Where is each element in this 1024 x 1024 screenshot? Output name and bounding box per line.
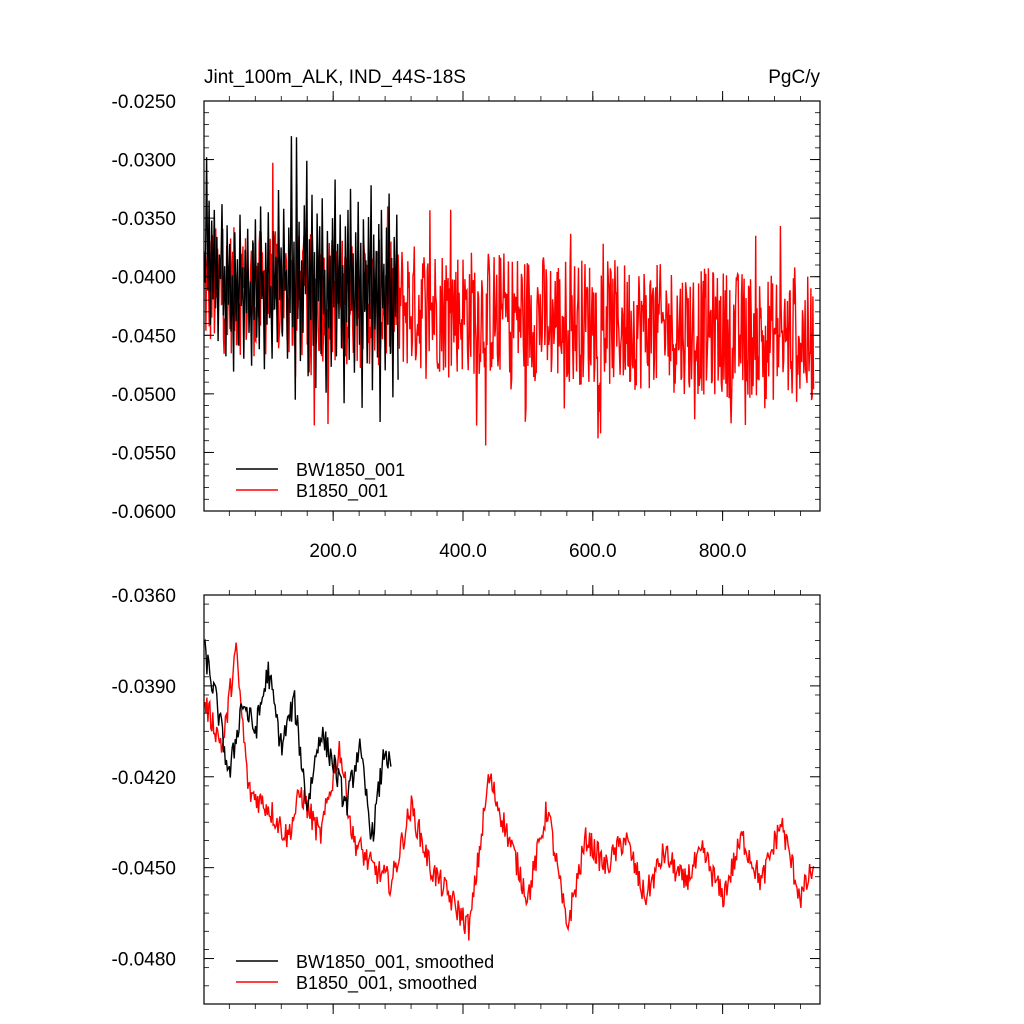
top-y-axis: -0.0250 -0.0300 -0.0350 -0.0400 -0.0450 -0.05… bbox=[112, 92, 820, 523]
y-tick-label: -0.0420 bbox=[112, 768, 176, 789]
y-tick-label: -0.0360 bbox=[112, 586, 176, 607]
legend-label-b1850-smoothed: B1850_001, smoothed bbox=[296, 973, 477, 994]
x-tick-label: 600.0 bbox=[569, 541, 617, 562]
x-tick-label: 400.0 bbox=[439, 541, 487, 562]
bottom-y-axis: -0.0360 -0.0390 -0.0420 -0.0450 -0.0480 bbox=[112, 586, 820, 1005]
series-line-bw1850-001-smoothed bbox=[204, 638, 392, 842]
y-tick-label: -0.0550 bbox=[112, 443, 176, 464]
y-tick-label: -0.0350 bbox=[112, 209, 176, 230]
y-tick-label: -0.0400 bbox=[112, 268, 176, 289]
x-tick-label: 800.0 bbox=[699, 541, 747, 562]
legend-label-b1850: B1850_001 bbox=[296, 481, 388, 502]
bottom-x-axis bbox=[228, 585, 801, 1014]
top-chart-units: PgC/y bbox=[768, 67, 820, 88]
legend-label-bw1850-smoothed: BW1850_001, smoothed bbox=[296, 952, 494, 973]
top-panel: Jint_100m_ALK, IND_44S-18S PgC/y -0.0250… bbox=[112, 67, 821, 562]
x-tick-label: 200.0 bbox=[309, 541, 357, 562]
y-tick-label: -0.0600 bbox=[112, 502, 176, 523]
top-series-layer bbox=[204, 136, 815, 446]
top-plot-frame bbox=[203, 100, 821, 512]
y-tick-label: -0.0480 bbox=[112, 950, 176, 971]
top-legend: BW1850_001 B1850_001 bbox=[236, 460, 405, 502]
bottom-series-layer bbox=[204, 638, 815, 941]
y-tick-label: -0.0450 bbox=[112, 326, 176, 347]
top-x-axis: 200.0 400.0 600.0 800.0 bbox=[228, 91, 801, 562]
bottom-legend: BW1850_001, smoothed B1850_001, smoothed bbox=[236, 952, 494, 994]
y-tick-label: -0.0250 bbox=[112, 92, 176, 113]
y-tick-label: -0.0390 bbox=[112, 677, 176, 698]
y-tick-label: -0.0450 bbox=[112, 859, 176, 880]
legend-label-bw1850: BW1850_001 bbox=[296, 460, 405, 481]
y-tick-label: -0.0500 bbox=[112, 385, 176, 406]
bottom-plot-frame bbox=[203, 594, 821, 1005]
y-tick-label: -0.0300 bbox=[112, 151, 176, 172]
bottom-panel: -0.0360 -0.0390 -0.0420 -0.0450 -0.0480 BW18… bbox=[112, 585, 821, 1014]
series-line-bw1850-001 bbox=[204, 136, 399, 423]
top-chart-title: Jint_100m_ALK, IND_44S-18S bbox=[204, 67, 466, 88]
